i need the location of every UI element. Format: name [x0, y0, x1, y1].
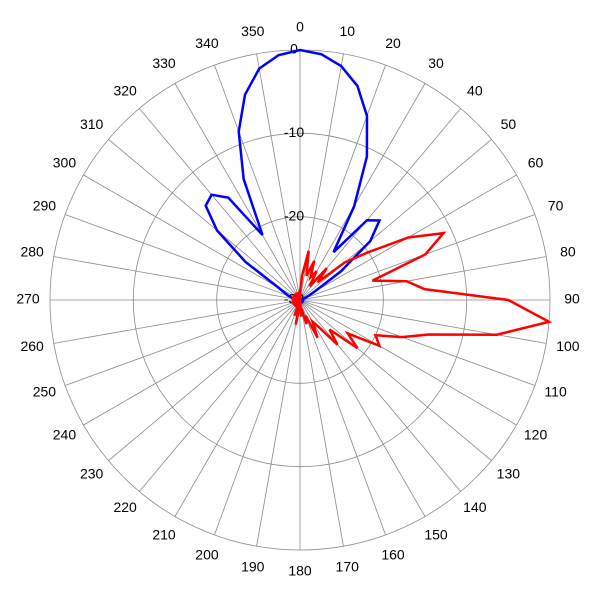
- spoke: [174, 83, 301, 301]
- spoke: [299, 299, 536, 386]
- angle-label: 340: [195, 35, 219, 51]
- angle-label: 350: [241, 23, 265, 39]
- pattern-line: [204, 48, 382, 305]
- angle-label: 260: [20, 338, 44, 354]
- spoke: [299, 256, 547, 301]
- angle-label: 170: [336, 559, 360, 575]
- spoke: [214, 299, 301, 536]
- spoke: [299, 299, 344, 547]
- pattern-line: [291, 231, 553, 350]
- spoke: [53, 299, 301, 344]
- spoke: [64, 214, 301, 301]
- angle-label: 10: [339, 23, 355, 39]
- angle-label: 250: [33, 384, 57, 400]
- angle-label: 120: [524, 427, 548, 443]
- angle-label: 200: [195, 546, 219, 562]
- angle-label: 300: [53, 155, 77, 171]
- spoke: [64, 299, 301, 386]
- angle-label: 110: [544, 384, 567, 400]
- spoke: [256, 53, 301, 301]
- angle-label: 100: [556, 338, 580, 354]
- angle-label: 270: [16, 291, 40, 307]
- angle-label: 320: [113, 82, 137, 98]
- spoke: [299, 299, 462, 492]
- angle-label: 60: [528, 155, 544, 171]
- spoke: [299, 299, 547, 344]
- r-tick-label: -20: [284, 207, 304, 223]
- spoke: [214, 64, 301, 301]
- angle-label: 140: [463, 499, 487, 515]
- spoke: [83, 299, 301, 426]
- spoke: [138, 108, 301, 301]
- angle-label: 280: [20, 243, 44, 259]
- angle-label: 290: [33, 198, 57, 214]
- spoke: [108, 138, 301, 301]
- angle-label: 310: [80, 116, 104, 132]
- spoke: [138, 299, 301, 492]
- angle-label: 0: [296, 19, 304, 35]
- spoke: [299, 299, 517, 426]
- angle-label: 190: [241, 559, 265, 575]
- spoke: [256, 299, 301, 547]
- angle-label: 70: [548, 198, 564, 214]
- angle-label: 180: [288, 563, 312, 579]
- grid-circle: [132, 132, 468, 468]
- r-tick-label: -10: [284, 124, 304, 140]
- angle-label: 40: [467, 82, 483, 98]
- angle-label: 210: [152, 526, 176, 542]
- angle-label: 330: [152, 55, 176, 71]
- spoke: [53, 256, 301, 301]
- angle-label: 220: [113, 499, 137, 515]
- angle-label: 30: [428, 55, 444, 71]
- spoke: [108, 299, 301, 462]
- spoke: [299, 299, 386, 536]
- spoke: [299, 299, 426, 517]
- spoke: [299, 83, 426, 301]
- angle-label: 20: [385, 35, 401, 51]
- angle-label: 160: [381, 546, 405, 562]
- angle-label: 80: [560, 243, 576, 259]
- angle-label: 150: [424, 526, 448, 542]
- angle-label: 50: [501, 116, 517, 132]
- spoke: [299, 299, 492, 462]
- angle-label: 130: [497, 466, 521, 482]
- angle-label: 90: [564, 291, 580, 307]
- grid-circle: [216, 216, 384, 384]
- spoke: [174, 299, 301, 517]
- spoke: [83, 174, 301, 301]
- angle-label: 230: [80, 466, 104, 482]
- angle-label: 240: [53, 427, 77, 443]
- r-tick-label: 0: [290, 41, 298, 57]
